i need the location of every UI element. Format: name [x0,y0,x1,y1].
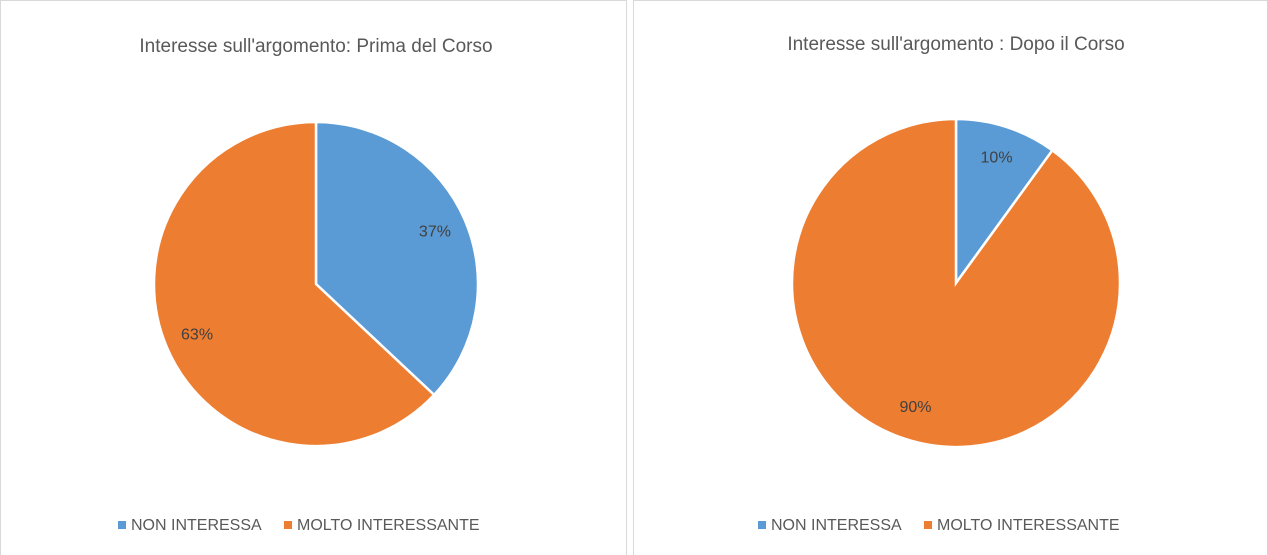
legend-marker [118,521,126,529]
pie-slice [954,117,1055,287]
pie-slice [314,120,480,397]
data-label: 63% [181,327,213,344]
data-label: 37% [419,224,451,241]
pie-slice [790,117,1122,449]
pie-slice [152,120,436,448]
legend-label: MOLTO INTERESSANTE [937,517,1120,534]
legend-label: NON INTERESSA [771,517,902,534]
legend-marker [758,521,766,529]
legend-label: MOLTO INTERESSANTE [297,517,480,534]
data-label: 10% [981,149,1013,166]
data-label: 90% [899,399,931,416]
chart-title: Interesse sull'argomento: Prima del Cors… [139,36,492,57]
chart-title: Interesse sull'argomento : Dopo il Corso [787,34,1124,55]
legend-marker [924,521,932,529]
legend-label: NON INTERESSA [131,517,262,534]
legend-marker [284,521,292,529]
